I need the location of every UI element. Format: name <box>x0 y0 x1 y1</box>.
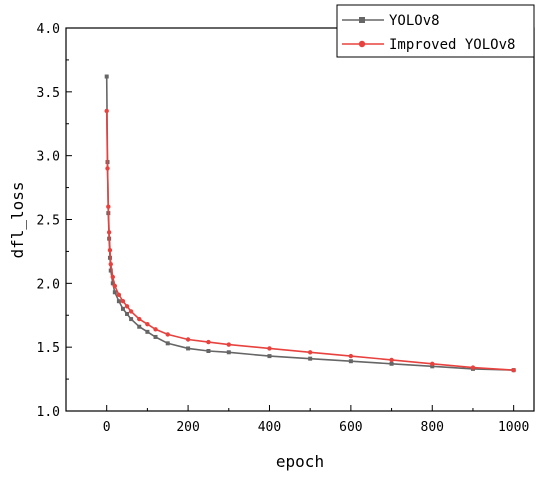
legend-items: YOLOv8 Improved YOLOv8 <box>342 13 515 53</box>
y-tick-label: 3.5 <box>37 86 60 101</box>
x-axis: 0 200 400 600 800 1000 <box>65 405 529 435</box>
data-point <box>110 274 116 280</box>
data-point <box>112 290 117 295</box>
data-point <box>226 350 231 355</box>
legend-label: Improved YOLOv8 <box>389 37 515 53</box>
x-tick-label: 0 <box>103 420 111 435</box>
data-point <box>511 367 516 373</box>
legend: YOLOv8 Improved YOLOv8 <box>336 4 535 58</box>
y-tick-label: 2.0 <box>37 277 60 292</box>
data-point <box>120 299 126 304</box>
data-point <box>206 348 211 353</box>
data-point <box>145 321 150 327</box>
series-2 <box>104 108 516 373</box>
data-point <box>107 247 113 253</box>
y-tick-label: 1.0 <box>37 405 60 420</box>
legend-box <box>336 4 535 58</box>
data-point <box>430 361 435 366</box>
y-tick-label: 1.5 <box>37 341 60 356</box>
series-line <box>105 110 514 371</box>
data-point <box>267 346 272 351</box>
data-point <box>105 166 110 171</box>
data-point <box>116 299 121 304</box>
series-layer <box>104 74 516 373</box>
data-point <box>186 346 191 351</box>
data-point <box>430 364 435 369</box>
y-tick-label: 3.0 <box>37 150 60 165</box>
series-line <box>105 76 514 371</box>
data-point <box>165 341 170 346</box>
data-point <box>307 350 313 355</box>
x-tick-label: 400 <box>258 420 281 435</box>
data-point <box>389 361 394 366</box>
data-point <box>106 230 112 235</box>
legend-marker <box>358 40 366 48</box>
data-point <box>185 337 191 342</box>
legend-label: YOLOv8 <box>389 13 440 29</box>
x-tick-label: 200 <box>176 420 199 435</box>
data-point <box>153 334 158 339</box>
series-1 <box>104 74 516 373</box>
x-axis-title: epoch <box>276 452 324 471</box>
x-tick-label: 600 <box>339 420 362 435</box>
data-point <box>112 283 118 289</box>
data-point <box>308 356 313 361</box>
data-point <box>348 359 353 364</box>
data-point <box>165 332 170 337</box>
data-point <box>206 339 211 345</box>
data-point <box>124 304 130 309</box>
data-point <box>104 108 109 114</box>
data-point <box>145 329 150 334</box>
data-point <box>226 342 231 347</box>
y-axis-title: dfl_loss <box>8 181 27 258</box>
x-tick-label: 800 <box>421 420 444 435</box>
y-tick-label: 2.5 <box>37 214 60 229</box>
y-axis: 1.0 1.5 2.0 2.5 3.0 3.5 4.0 <box>37 22 72 420</box>
data-point <box>106 204 111 209</box>
data-point <box>348 353 354 359</box>
data-point <box>108 268 113 273</box>
data-point <box>110 281 115 286</box>
data-point <box>108 261 113 267</box>
data-point <box>125 311 130 316</box>
data-point <box>470 365 476 370</box>
data-point <box>267 354 272 359</box>
data-point <box>137 324 142 329</box>
data-point <box>120 306 125 311</box>
legend-marker <box>359 17 365 23</box>
data-point <box>137 316 142 322</box>
data-point <box>389 357 394 363</box>
y-tick-label: 4.0 <box>37 22 60 37</box>
data-point <box>128 309 134 314</box>
x-tick-label: 1000 <box>498 420 529 435</box>
legend-item: YOLOv8 <box>342 13 440 29</box>
data-point <box>116 292 122 298</box>
data-point <box>129 317 134 322</box>
legend-item: Improved YOLOv8 <box>342 37 515 53</box>
data-point <box>104 74 109 79</box>
data-point <box>153 327 158 332</box>
plot-frame <box>65 27 535 412</box>
